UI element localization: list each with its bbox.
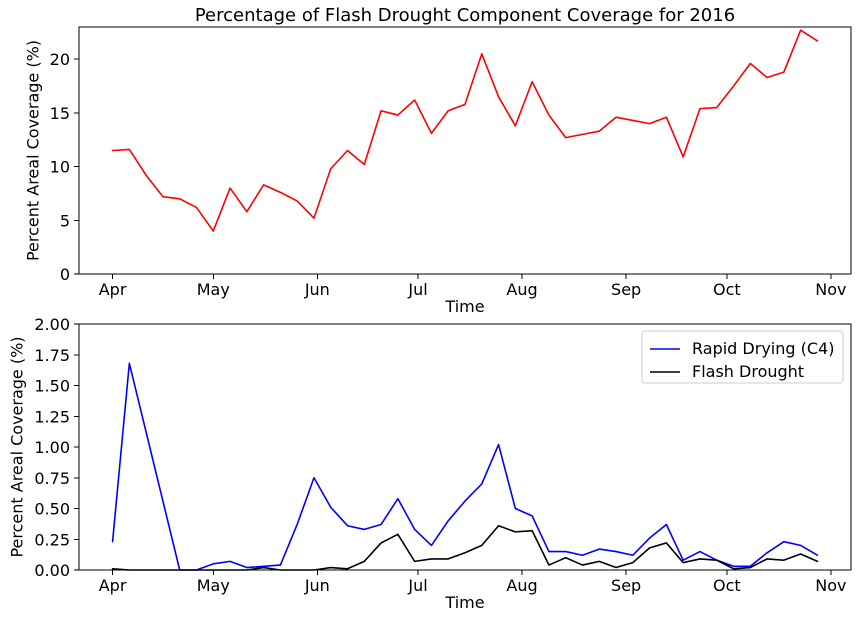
- panel2-y-tick-label: 1.75: [34, 346, 70, 365]
- panel2-y-tick-label: 2.00: [34, 315, 70, 334]
- panel1-series-line-1: [111, 29, 819, 232]
- panel1-x-tick-label: Nov: [815, 280, 846, 299]
- panel2-x-tick-label: Oct: [713, 576, 741, 595]
- panel2-y-tick-label: 1.00: [34, 438, 70, 457]
- panel1-x-tick-label: Aug: [506, 280, 537, 299]
- panel1-y-tick-label: 15: [50, 104, 70, 123]
- panel2-y-tick-label: 0.00: [34, 561, 70, 580]
- panel2-y-tick-label: 0.25: [34, 530, 70, 549]
- panel1-x-tick-label: Sep: [611, 280, 641, 299]
- panel2-series-line-1: [111, 362, 819, 571]
- panel2-y-tick-label: 1.25: [34, 407, 70, 426]
- panel2-legend-label-1: Rapid Drying (C4): [692, 339, 834, 358]
- panel1-x-tick-label: Oct: [713, 280, 741, 299]
- panel1-chart-title: Percentage of Flash Drought Component Co…: [195, 5, 735, 26]
- panel1-x-tick-label: Jun: [304, 280, 330, 299]
- panel2-x-tick-label: May: [197, 576, 230, 595]
- panel2-x-tick-label: Aug: [506, 576, 537, 595]
- panel2-y-tick-label: 1.50: [34, 377, 70, 396]
- panel1-x-axis-title: Time: [444, 297, 484, 316]
- panel2-y-tick-label: 0.50: [34, 500, 70, 519]
- panel2-x-tick-label: Apr: [99, 576, 127, 595]
- panel1-x-tick-label: Jul: [407, 280, 427, 299]
- panel1-plot-frame: [78, 26, 852, 275]
- panel2-x-tick-label: Nov: [815, 576, 846, 595]
- panel1-y-tick-label: 0: [60, 265, 70, 284]
- panel1-y-tick-label: 20: [50, 50, 70, 69]
- panel2-y-tick-label: 0.75: [34, 469, 70, 488]
- panel2-legend-label-2: Flash Drought: [692, 362, 804, 381]
- panel2-y-axis-title: Percent Areal Coverage (%): [8, 336, 27, 557]
- panel2-x-tick-label: Jul: [407, 576, 427, 595]
- panel1-y-tick-label: 5: [60, 211, 70, 230]
- panel1-y-tick-label: 10: [50, 158, 70, 177]
- panel2-x-tick-label: Jun: [304, 576, 330, 595]
- panel1-x-tick-label: Apr: [99, 280, 127, 299]
- panel2-x-tick-label: Sep: [611, 576, 641, 595]
- panel2-legend-box: [641, 330, 844, 384]
- panel1-y-axis-title: Percent Areal Coverage (%): [24, 40, 43, 261]
- panel2-x-axis-title: Time: [444, 593, 484, 612]
- panel1-x-tick-label: May: [197, 280, 230, 299]
